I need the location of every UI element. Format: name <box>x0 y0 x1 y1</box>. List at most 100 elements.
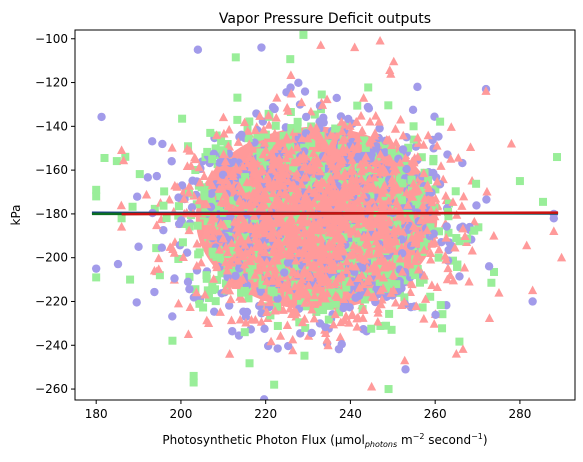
data-point <box>183 329 194 339</box>
data-point <box>256 317 267 326</box>
data-point <box>438 324 447 333</box>
data-point <box>237 130 246 140</box>
data-point <box>314 151 323 160</box>
data-point <box>319 118 328 127</box>
data-point <box>371 236 381 246</box>
data-point <box>278 273 287 282</box>
data-point <box>374 117 384 126</box>
data-point <box>270 196 281 206</box>
data-point <box>363 249 373 259</box>
data-point <box>203 147 212 156</box>
data-point <box>371 218 381 227</box>
data-point <box>465 142 476 151</box>
data-point <box>306 106 316 116</box>
data-point <box>244 134 253 143</box>
data-point <box>409 156 419 165</box>
data-point <box>116 200 126 210</box>
data-point <box>268 218 278 228</box>
data-point <box>400 355 410 365</box>
data-point <box>238 178 247 187</box>
data-point <box>442 274 452 284</box>
x-tick-label: 240 <box>339 407 362 421</box>
data-point <box>232 217 243 227</box>
data-point <box>296 215 306 224</box>
data-point <box>267 159 278 168</box>
data-point <box>429 229 438 238</box>
data-point <box>252 169 262 178</box>
data-point <box>409 135 418 144</box>
data-point <box>431 185 440 194</box>
data-point <box>212 262 222 272</box>
data-point <box>440 251 450 260</box>
data-point <box>408 221 419 231</box>
data-point <box>280 144 290 154</box>
data-point <box>387 238 397 247</box>
data-point <box>354 152 363 161</box>
data-point <box>398 130 408 140</box>
data-point <box>298 228 308 238</box>
data-point <box>223 247 233 257</box>
data-point <box>290 281 300 291</box>
data-point <box>291 229 301 239</box>
data-point <box>427 280 437 290</box>
data-point <box>214 226 224 236</box>
data-point <box>393 221 402 230</box>
data-point <box>207 180 217 190</box>
data-point <box>168 336 177 345</box>
data-point <box>354 291 364 300</box>
data-point <box>353 273 363 283</box>
data-point <box>360 254 370 264</box>
data-point <box>268 225 279 234</box>
data-point <box>322 335 332 344</box>
data-point <box>238 274 248 283</box>
data-point <box>262 276 272 286</box>
data-point <box>374 194 385 203</box>
data-point <box>216 253 225 262</box>
data-point <box>182 248 192 257</box>
data-point <box>225 213 235 222</box>
data-point <box>275 274 285 283</box>
data-point <box>143 173 153 182</box>
data-point <box>345 277 355 286</box>
data-point <box>289 157 299 167</box>
data-point <box>379 217 389 227</box>
data-point <box>221 175 232 184</box>
data-point <box>258 149 268 159</box>
data-point <box>281 153 291 163</box>
data-point <box>397 300 407 309</box>
data-point <box>312 192 322 201</box>
data-point <box>261 145 271 154</box>
data-point <box>258 218 269 228</box>
data-point <box>288 345 298 355</box>
data-point <box>223 220 232 229</box>
data-point <box>367 292 377 301</box>
y-tick-label: −260 <box>35 382 68 396</box>
data-point <box>432 176 442 186</box>
data-point <box>385 65 395 75</box>
data-point <box>235 211 245 220</box>
data-point <box>263 110 274 120</box>
data-point <box>309 243 319 253</box>
data-point <box>482 195 491 204</box>
outlier-point <box>117 214 126 223</box>
data-point <box>226 294 236 304</box>
data-point <box>276 240 286 250</box>
x-axis-label-tail: second <box>424 433 471 447</box>
data-point <box>174 211 183 220</box>
data-point <box>373 308 383 317</box>
data-point <box>319 306 328 315</box>
data-point <box>338 147 348 156</box>
data-point <box>380 262 390 272</box>
data-point <box>367 324 376 333</box>
data-point <box>244 294 253 303</box>
data-point <box>364 83 373 92</box>
outlier-point <box>528 297 537 306</box>
data-point <box>301 172 311 182</box>
data-point <box>403 251 414 261</box>
data-point <box>152 171 162 181</box>
data-point <box>217 137 226 146</box>
data-point <box>469 216 479 226</box>
data-point <box>371 158 381 167</box>
data-point <box>375 149 386 159</box>
